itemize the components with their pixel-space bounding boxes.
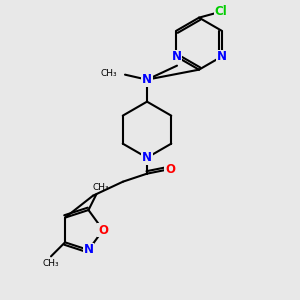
Text: Cl: Cl	[214, 5, 227, 18]
Text: N: N	[142, 73, 152, 86]
Text: N: N	[172, 50, 182, 63]
Text: CH₃: CH₃	[92, 182, 109, 191]
Text: N: N	[142, 151, 152, 164]
Text: CH₃: CH₃	[100, 69, 117, 78]
Text: N: N	[217, 50, 226, 63]
Text: CH₃: CH₃	[43, 259, 59, 268]
Text: O: O	[165, 163, 175, 176]
Text: O: O	[98, 224, 108, 236]
Text: N: N	[83, 244, 94, 256]
